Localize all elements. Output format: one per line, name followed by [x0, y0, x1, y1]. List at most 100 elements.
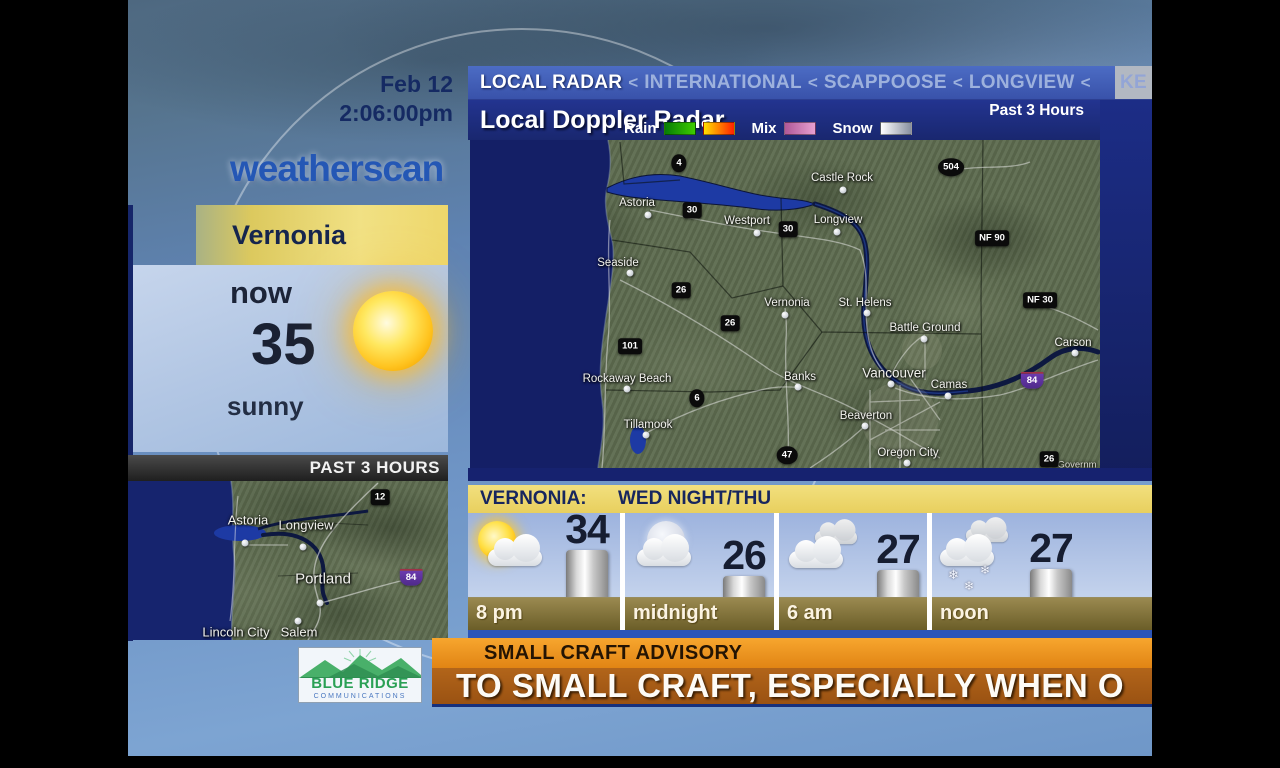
map-label: Oregon City	[877, 447, 939, 459]
city-dot	[839, 186, 847, 194]
nav-item-ke: KE	[1115, 66, 1152, 99]
forecast-period: WED NIGHT/THU	[618, 488, 772, 509]
forecast-temperature: 34	[565, 513, 610, 552]
big-map-geography	[470, 140, 1100, 468]
map-label: Beaverton	[839, 410, 893, 422]
cloud-icon	[965, 517, 1009, 543]
city-dot	[241, 539, 249, 547]
map-label: St. Helens	[838, 297, 892, 309]
city-dot	[642, 431, 650, 439]
radar-legend: Past 3 Hours Rain Mix Snow	[614, 100, 1094, 140]
map-label: Rockaway Beach	[582, 373, 672, 385]
frame-bottom	[0, 756, 1280, 768]
route-shield: 84	[399, 568, 423, 586]
map-label: Salem	[280, 624, 318, 640]
map-label: Portland	[295, 570, 351, 588]
legend-swatch	[879, 122, 912, 135]
forecast-header: VERNONIA: WED NIGHT/THU	[468, 485, 1152, 513]
current-conditions-card: now 35 sunny	[133, 265, 448, 452]
provider-logo: BLUE RIDGE COMMUNICATIONS	[298, 647, 422, 703]
map-label: Lincoln City	[202, 624, 270, 640]
forecast-bottom-strip	[468, 630, 1152, 638]
legend-swatch	[663, 122, 696, 135]
map-label: Camas	[930, 379, 968, 391]
map-label: Banks	[784, 371, 816, 383]
time-display: 2:06:00pm	[339, 100, 453, 126]
snowflake-icon: ❄	[948, 567, 959, 582]
mountains-icon	[299, 649, 421, 678]
radar-right-margin	[1100, 100, 1152, 481]
nav-item-local-radar: LOCAL RADAR	[480, 72, 623, 93]
time-label: midnight	[633, 602, 718, 624]
city-dot	[623, 385, 631, 393]
advisory-headline: SMALL CRAFT ADVISORY	[484, 642, 743, 664]
past-3-hours-bar: PAST 3 HOURS	[128, 455, 448, 481]
clock: Feb 12 2:06:00pm	[128, 70, 453, 128]
route-shield: NF 30	[1023, 292, 1057, 308]
city-dot	[781, 311, 789, 319]
radar-product-nav: LOCAL RADAR < INTERNATIONAL < SCAPPOOSE < LONG…	[468, 66, 1152, 100]
nav-separator: <	[1080, 73, 1091, 92]
time-strip: noon	[932, 597, 1152, 630]
route-shield: 6	[689, 389, 705, 407]
city-dot	[316, 599, 324, 607]
time-strip: midnight	[625, 597, 774, 630]
city-dot	[863, 309, 871, 317]
mini-radar-map: Astoria Longview Portland Lincoln City Salem…	[128, 481, 448, 640]
route-shield: 4	[671, 154, 687, 172]
nav-separator: <	[952, 73, 963, 92]
current-temperature: 35	[251, 312, 316, 377]
frame-left	[0, 0, 128, 768]
current-condition: sunny	[227, 391, 304, 421]
city-dot	[753, 229, 761, 237]
radar-bottom-margin	[468, 468, 1152, 481]
route-shield: 26	[720, 315, 740, 331]
legend-label: Rain	[624, 120, 657, 137]
location-banner: Vernonia	[196, 205, 448, 266]
city-dot	[920, 335, 928, 343]
city-dot	[944, 392, 952, 400]
map-label: Vancouver	[862, 365, 926, 381]
forecast-panel: 34 8 pm	[468, 513, 620, 630]
route-shield: 26	[671, 282, 691, 298]
city-dot	[833, 228, 841, 236]
time-label: noon	[940, 602, 989, 624]
city-dot	[794, 383, 802, 391]
panel-divider	[774, 513, 779, 630]
city-dot	[299, 543, 307, 551]
route-shield: NF 90	[975, 230, 1009, 246]
location-name: Vernonia	[232, 220, 347, 250]
weather-icon-snow-clouds: ❄ ❄ ❄	[938, 517, 1022, 595]
panel-divider	[927, 513, 932, 630]
sun-icon	[353, 291, 433, 371]
map-label: Astoria	[619, 197, 655, 209]
panel-divider	[620, 513, 625, 630]
ticker-underline	[432, 704, 1152, 707]
weatherscan-logo: weatherscan	[230, 148, 444, 189]
time-strip: 8 pm	[468, 597, 620, 630]
snowflake-icon: ❄	[980, 563, 991, 577]
doppler-radar-map: Astoria Seaside Westport Longview Castle Roc…	[470, 140, 1100, 468]
cloud-icon	[637, 534, 691, 566]
legend-label: Mix	[751, 120, 777, 137]
time-label: 6 am	[787, 602, 833, 624]
forecast-temperature: 27	[876, 526, 921, 572]
now-label: now	[230, 275, 292, 310]
past-3-hours-label: PAST 3 HOURS	[309, 458, 440, 477]
map-label: Governm	[1057, 459, 1097, 469]
city-dot	[626, 269, 634, 277]
map-label: Castle Rock	[811, 172, 873, 184]
map-label: Vernonia	[764, 297, 810, 309]
city-dot	[644, 211, 652, 219]
mini-map-geography	[128, 481, 419, 640]
forecast-strip: 34 8 pm 26 midnight 27 6 am ❄ ❄ ❄ 27 noon	[468, 513, 1152, 630]
legend-label: Snow	[832, 120, 873, 137]
forecast-location: VERNONIA:	[480, 488, 587, 509]
map-label: Astoria	[227, 512, 269, 528]
left-edge-strip	[128, 205, 133, 641]
city-dot	[861, 422, 869, 430]
advisory-ticker-text: TO SMALL CRAFT, ESPECIALLY WHEN O	[456, 668, 1125, 704]
route-shield: 504	[938, 158, 964, 176]
route-shield: 30	[682, 202, 702, 218]
